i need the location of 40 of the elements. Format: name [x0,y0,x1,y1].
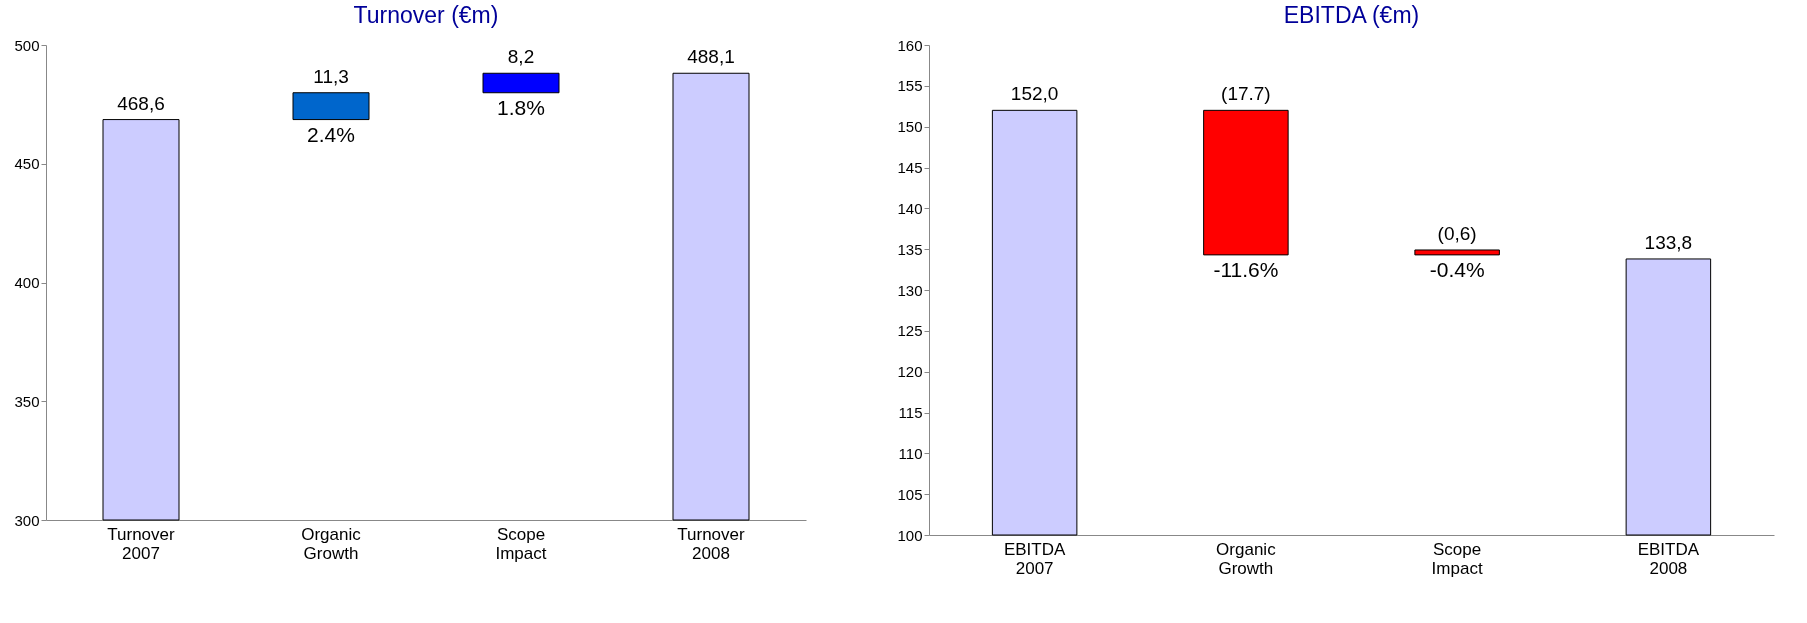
annotation: 2.4% [307,122,355,146]
y-tick-label: 100 [897,526,923,544]
x-tick-label: Turnover 2007 [107,524,176,563]
data-label: (0,6) [1437,222,1477,244]
data-label: (17.7) [1221,83,1271,105]
data-label: 11,3 [313,65,349,87]
x-tick-label: EBITDA 2007 [1003,539,1066,578]
y-tick-label: 300 [14,511,40,529]
x-tick-label: Organic Growth [301,524,362,563]
data-label: 468,6 [117,92,165,114]
y-tick-label: 105 [897,485,923,503]
y-tick-label: 140 [897,199,923,217]
x-tick-label: Scope Impact [1431,539,1483,578]
data-label: 152,0 [1010,83,1059,105]
y-tick-label: 110 [898,444,923,462]
chart-title: EBITDA (€m) [1283,2,1420,28]
y-tick-label: 450 [14,155,40,173]
x-tick-label: Scope Impact [495,524,547,563]
data-label: 488,1 [687,46,735,68]
y-tick-label: 115 [898,404,923,421]
annotation: 1.8% [497,95,545,119]
data-label: 8,2 [507,46,535,68]
x-tick-label: EBITDA 2008 [1637,539,1700,578]
y-tick-label: 135 [897,240,923,258]
y-tick-label: 500 [14,36,40,54]
y-tick-label: 120 [897,363,923,381]
y-tick-label: 145 [897,159,923,176]
x-tick-label: Turnover 2008 [677,524,746,563]
y-tick-label: 155 [897,77,923,95]
annotation: -11.6% [1213,257,1279,281]
y-tick-label: 160 [897,36,923,54]
y-tick-label: 400 [14,274,40,291]
y-tick-label: 350 [14,392,40,410]
y-tick-label: 150 [897,118,923,136]
y-tick-label: 125 [897,322,923,340]
annotation: -0.4% [1429,257,1485,281]
x-tick-label: Organic Growth [1216,539,1277,578]
y-tick-label: 130 [897,281,923,299]
data-label: 133,8 [1644,231,1693,253]
chart-title: Turnover (€m) [353,2,499,28]
